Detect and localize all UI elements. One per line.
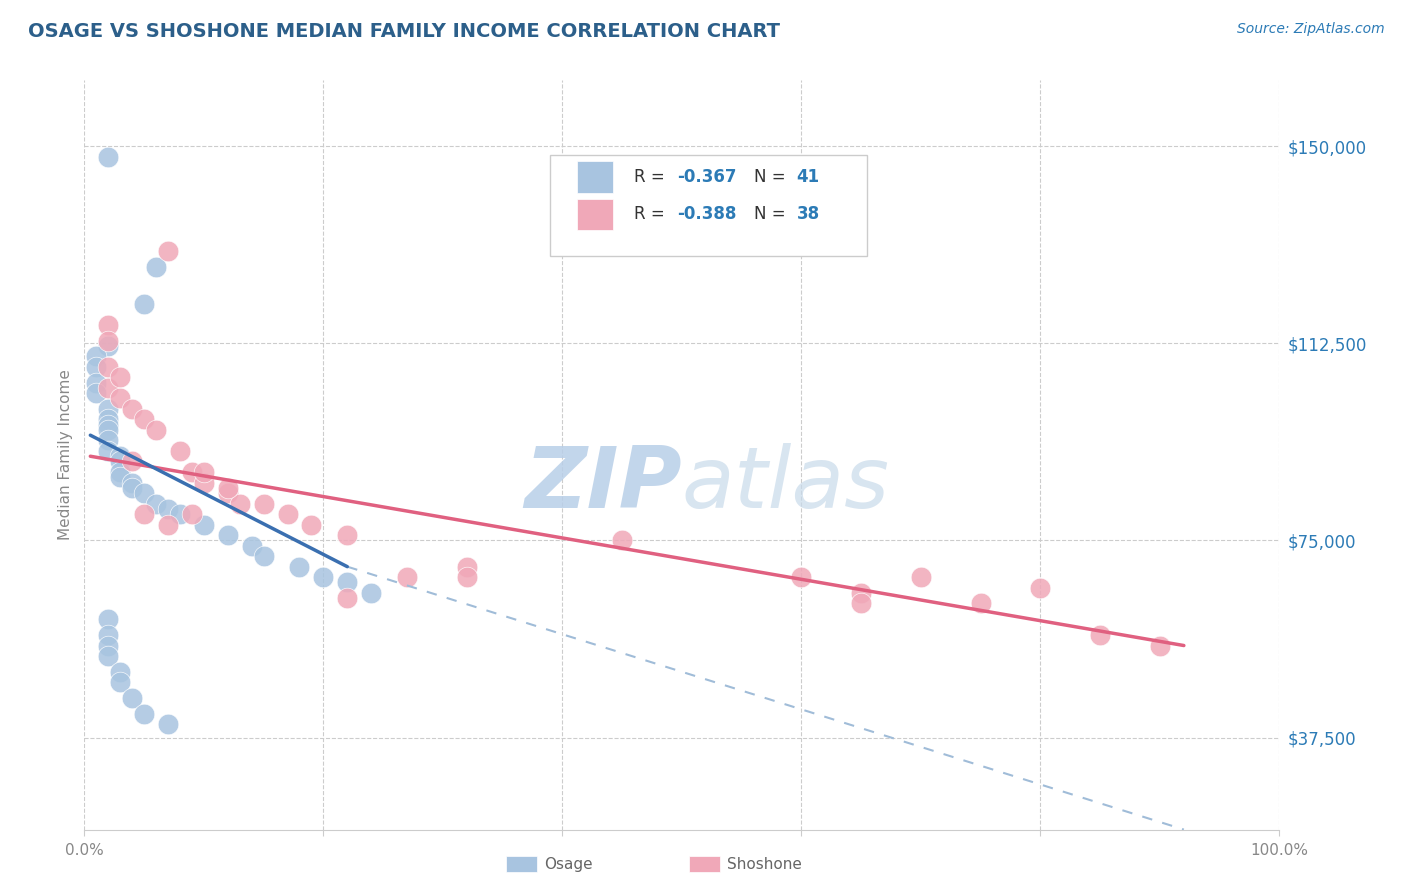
Point [301, 517, 323, 532]
Point [97, 359, 120, 374]
Point [360, 586, 382, 600]
Point [97, 628, 120, 642]
Point [970, 597, 993, 611]
Text: ZIP: ZIP [524, 443, 682, 526]
Point [132, 507, 156, 521]
Y-axis label: Median Family Income: Median Family Income [58, 369, 73, 541]
Point [456, 570, 478, 584]
Point [157, 501, 180, 516]
Point [277, 507, 299, 521]
Text: -0.367: -0.367 [678, 168, 737, 186]
Point [145, 423, 167, 437]
Text: R =: R = [634, 168, 671, 186]
Point [217, 528, 239, 542]
FancyBboxPatch shape [576, 199, 613, 230]
Point [229, 497, 252, 511]
Point [132, 412, 156, 426]
Point [97, 417, 120, 432]
Point [97, 318, 120, 332]
Point [121, 481, 143, 495]
Point [121, 475, 143, 490]
Point [121, 401, 143, 416]
Point [181, 507, 204, 521]
Point [157, 244, 180, 259]
Point [110, 392, 132, 406]
Text: Source: ZipAtlas.com: Source: ZipAtlas.com [1237, 22, 1385, 37]
Text: N =: N = [754, 168, 790, 186]
Point [110, 665, 132, 679]
Point [253, 549, 276, 563]
Point [169, 444, 191, 458]
Point [217, 486, 239, 500]
Point [97, 339, 120, 353]
Point [110, 454, 132, 468]
Text: -0.388: -0.388 [678, 205, 737, 223]
Point [336, 591, 359, 606]
Point [132, 706, 156, 721]
Point [1090, 628, 1112, 642]
Point [132, 297, 156, 311]
Point [97, 412, 120, 426]
Text: OSAGE VS SHOSHONE MEDIAN FAMILY INCOME CORRELATION CHART: OSAGE VS SHOSHONE MEDIAN FAMILY INCOME C… [28, 22, 780, 41]
Point [851, 597, 873, 611]
Point [336, 528, 359, 542]
Point [145, 497, 167, 511]
Text: R =: R = [634, 205, 671, 223]
Point [97, 401, 120, 416]
Point [110, 470, 132, 484]
Point [121, 454, 143, 468]
Point [86, 376, 108, 390]
Point [157, 517, 180, 532]
Point [97, 149, 120, 163]
Text: 38: 38 [797, 205, 820, 223]
Point [110, 370, 132, 384]
Point [240, 539, 263, 553]
FancyBboxPatch shape [576, 161, 613, 193]
Point [193, 465, 215, 479]
Point [456, 559, 478, 574]
Point [790, 570, 813, 584]
Point [145, 260, 167, 274]
Point [288, 559, 311, 574]
Point [110, 465, 132, 479]
Text: atlas: atlas [682, 443, 890, 526]
Point [97, 381, 120, 395]
Point [97, 639, 120, 653]
Point [851, 586, 873, 600]
Point [97, 444, 120, 458]
Point [86, 349, 108, 363]
Point [169, 507, 191, 521]
Point [336, 575, 359, 590]
Point [217, 481, 239, 495]
Point [86, 359, 108, 374]
Text: Shoshone: Shoshone [727, 857, 801, 871]
Point [1149, 639, 1171, 653]
Point [396, 570, 419, 584]
Text: Osage: Osage [544, 857, 593, 871]
Point [97, 648, 120, 663]
Point [97, 423, 120, 437]
Point [910, 570, 932, 584]
Point [86, 386, 108, 401]
Point [121, 691, 143, 706]
Point [110, 449, 132, 463]
Point [312, 570, 335, 584]
Point [110, 675, 132, 690]
Point [193, 475, 215, 490]
Point [97, 612, 120, 626]
Point [97, 434, 120, 448]
Point [157, 717, 180, 731]
Point [132, 486, 156, 500]
Point [253, 497, 276, 511]
Text: 41: 41 [797, 168, 820, 186]
FancyBboxPatch shape [551, 155, 868, 256]
Point [181, 465, 204, 479]
Text: N =: N = [754, 205, 790, 223]
Point [97, 334, 120, 348]
Point [1029, 581, 1052, 595]
Point [193, 517, 215, 532]
Point [612, 533, 634, 548]
